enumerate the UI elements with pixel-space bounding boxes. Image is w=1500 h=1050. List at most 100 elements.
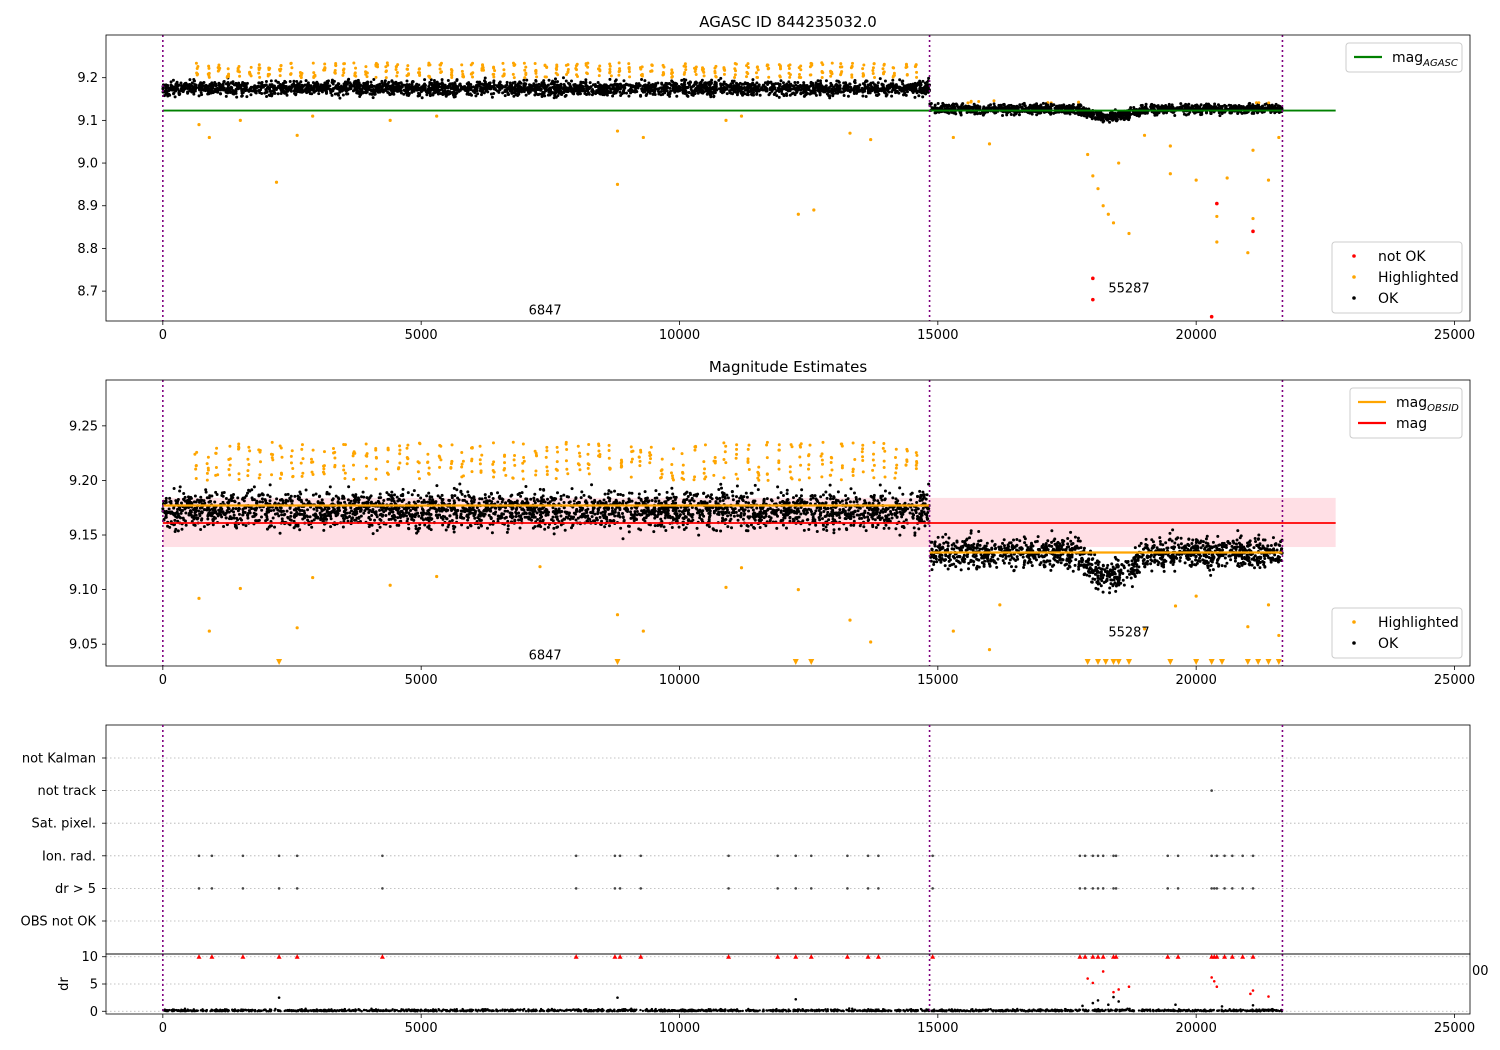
ok-point xyxy=(464,87,468,91)
ok-point xyxy=(1237,104,1241,108)
ok-point xyxy=(445,90,449,94)
ok-point xyxy=(1018,103,1022,107)
ok-point xyxy=(578,91,582,95)
ok-point xyxy=(608,77,612,81)
legend-label-sub: AGASC xyxy=(1422,58,1458,69)
ok-point xyxy=(419,89,423,93)
ok-point xyxy=(979,112,983,116)
ok-point xyxy=(208,91,212,95)
ok-point xyxy=(1199,103,1203,107)
highlighted-point xyxy=(576,75,580,79)
ok-point xyxy=(1168,105,1172,109)
ok-point xyxy=(821,85,825,89)
ok-point xyxy=(193,494,197,498)
highlighted-point xyxy=(746,66,750,70)
ok-point xyxy=(755,92,759,96)
highlighted-point xyxy=(374,64,378,68)
ok-point xyxy=(597,84,601,88)
ok-point xyxy=(630,85,634,89)
highlighted-point xyxy=(395,70,399,74)
highlighted-point xyxy=(574,67,578,71)
ok-point xyxy=(770,85,774,89)
ok-point xyxy=(1096,112,1100,116)
plot-area xyxy=(161,61,1336,319)
ok-point xyxy=(603,83,607,87)
ok-point xyxy=(824,86,828,90)
ok-point xyxy=(252,485,256,489)
ok-point xyxy=(670,486,674,490)
ok-point xyxy=(547,78,551,82)
highlighted-point xyxy=(627,66,631,70)
ok-point xyxy=(938,106,942,110)
ok-point xyxy=(467,83,471,87)
highlighted-point xyxy=(671,71,675,75)
highlighted-point xyxy=(778,65,782,69)
ok-point xyxy=(564,89,568,93)
ok-point xyxy=(608,90,612,94)
highlighted-point xyxy=(788,75,792,79)
ok-point xyxy=(913,95,917,99)
ok-point xyxy=(568,82,572,86)
ok-point xyxy=(562,91,566,95)
highlighted-point xyxy=(702,74,706,78)
annotation-label: 6847 xyxy=(529,304,562,319)
ok-point xyxy=(846,94,850,98)
ok-point xyxy=(323,88,327,92)
ok-point xyxy=(735,93,739,97)
ok-point xyxy=(758,93,762,97)
ok-point xyxy=(1029,106,1033,110)
ok-point xyxy=(906,87,910,91)
ok-point xyxy=(420,96,424,100)
highlighted-point xyxy=(278,74,282,78)
ok-point xyxy=(768,80,772,84)
ok-point xyxy=(756,87,760,91)
highlighted-point xyxy=(701,67,705,71)
highlighted-point xyxy=(839,62,843,66)
ok-point xyxy=(245,81,249,85)
highlighted-point xyxy=(279,64,283,68)
ok-point xyxy=(270,83,274,87)
ok-point xyxy=(512,94,516,98)
ok-point xyxy=(766,80,770,84)
highlighted-outlier xyxy=(1127,231,1131,236)
ok-point xyxy=(218,85,222,89)
highlighted-point xyxy=(352,61,356,65)
ok-point xyxy=(973,112,977,116)
ok-point xyxy=(396,85,400,89)
ok-point xyxy=(992,102,996,106)
highlighted-point xyxy=(608,67,612,71)
highlighted-point xyxy=(236,68,240,72)
ok-point xyxy=(164,83,168,87)
ok-point xyxy=(552,82,556,86)
ok-point xyxy=(921,79,925,83)
ok-point xyxy=(861,82,865,86)
highlighted-outlier xyxy=(869,137,873,142)
ok-point xyxy=(1046,539,1050,543)
ok-point xyxy=(985,107,989,111)
highlighted-point xyxy=(797,75,801,79)
highlighted-point xyxy=(545,66,549,70)
highlighted-point xyxy=(767,75,771,79)
ok-point xyxy=(537,82,541,86)
ok-point xyxy=(1005,113,1009,117)
highlighted-point xyxy=(289,72,293,76)
ok-point xyxy=(640,78,644,82)
ok-point xyxy=(1085,115,1089,119)
highlighted-point xyxy=(311,61,315,65)
ok-point xyxy=(479,93,483,97)
ok-point xyxy=(794,83,798,87)
ok-point xyxy=(1251,105,1255,109)
highlighted-outlier xyxy=(1111,221,1116,225)
ok-point xyxy=(1220,104,1224,108)
ok-point xyxy=(947,536,951,540)
ok-point xyxy=(927,76,931,80)
ok-point xyxy=(1153,113,1157,117)
highlighted-point xyxy=(374,75,378,79)
ok-point xyxy=(642,83,646,87)
ok-point xyxy=(1156,106,1160,110)
highlighted-point xyxy=(564,63,568,67)
highlighted-point xyxy=(535,75,539,79)
ok-point xyxy=(458,88,462,92)
ok-point xyxy=(530,84,534,88)
ok-point xyxy=(719,76,723,80)
